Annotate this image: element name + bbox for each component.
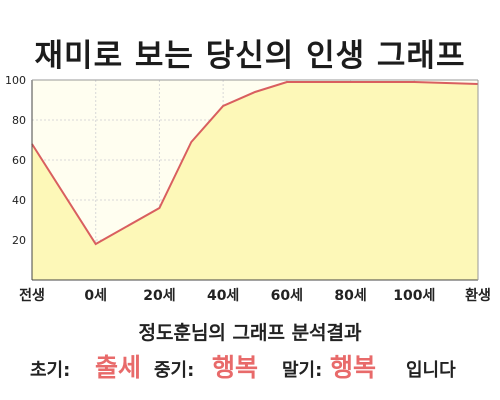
x-tick-label: 80세 (334, 288, 366, 304)
y-tick-label: 80 (12, 114, 26, 127)
ending-text: 입니다 (406, 360, 456, 381)
y-tick-labels: 20 40 60 80 100 (5, 74, 26, 247)
x-tick-label: 40세 (207, 288, 239, 304)
middle-label: 중기: (154, 360, 195, 381)
life-area-fill (32, 82, 478, 280)
early-label: 초기: (30, 360, 71, 381)
analysis-subtitle: 정도훈님의 그래프 분석결과 (138, 322, 362, 344)
x-tick-label: 20세 (143, 288, 175, 304)
y-tick-label: 60 (12, 154, 26, 167)
late-label: 말기: (282, 360, 323, 381)
chart-title: 재미로 보는 당신의 인생 그래프 (34, 38, 466, 74)
y-tick-label: 20 (12, 234, 26, 247)
x-tick-label: 환생 (465, 287, 491, 304)
early-value: 출세 (95, 353, 142, 382)
y-tick-label: 40 (12, 194, 26, 207)
middle-value: 행복 (212, 353, 259, 382)
late-value: 행복 (330, 353, 377, 382)
axes (31, 79, 479, 281)
life-line (31, 81, 479, 246)
x-tick-label: 100세 (393, 288, 435, 304)
x-tick-label: 0세 (84, 288, 107, 304)
x-tick-label: 전생 (19, 287, 45, 304)
y-tick-label: 100 (5, 74, 26, 87)
x-tick-labels: 전생 0세 20세 40세 60세 80세 100세 환생 (19, 287, 491, 304)
x-tick-label: 60세 (271, 288, 303, 304)
